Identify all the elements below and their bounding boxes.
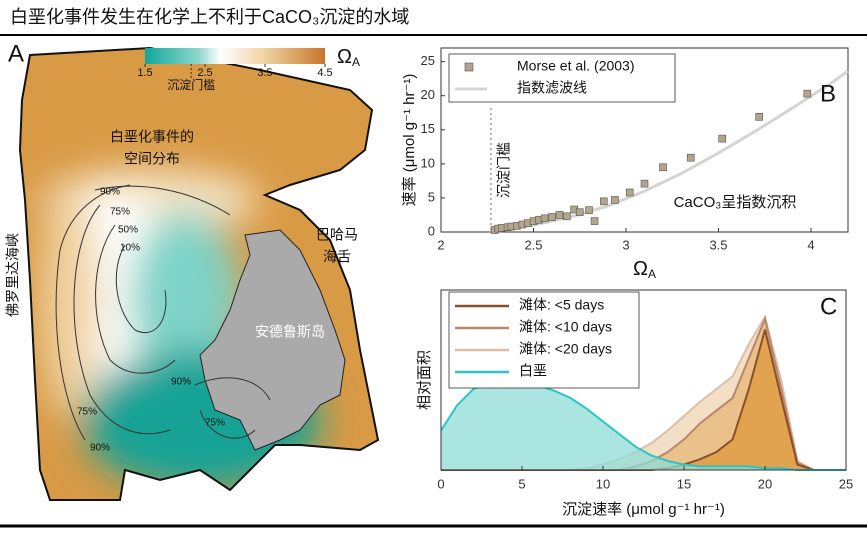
- legend-swatch: [464, 62, 474, 72]
- fit-line: [496, 69, 849, 232]
- legend-box: [448, 53, 676, 103]
- legend-label: 指数滤波线: [517, 80, 587, 96]
- legend-label: Morse et al. (2003): [517, 58, 635, 74]
- y-tick-label: 5: [428, 189, 435, 204]
- whiting-label: 白垩化事件的: [110, 129, 194, 145]
- y-tick-label: 25: [421, 53, 435, 68]
- x-tick-label: 2: [437, 237, 444, 252]
- colorbar: [145, 48, 325, 64]
- annotation: CaCO₃呈指数沉积: [674, 194, 797, 211]
- area-fill: [441, 383, 846, 470]
- x-tick-label: 4: [807, 237, 814, 252]
- island-label: 安德鲁斯岛: [255, 324, 325, 340]
- x-axis-label: 沉淀速率 (μmol g⁻¹ hr⁻¹): [562, 501, 725, 518]
- data-point: [585, 206, 593, 214]
- contour-label: 50%: [118, 225, 138, 236]
- x-tick-label: 3: [622, 237, 629, 252]
- x-axis-label-main: Ω: [633, 258, 648, 280]
- x-tick-label: 2.5: [524, 237, 542, 252]
- x-tick-label: 10: [596, 476, 610, 491]
- contour-label: 10%: [120, 243, 140, 254]
- colorbar-tick-label: 4.5: [317, 67, 332, 79]
- panel-letter: A: [8, 40, 24, 67]
- y-tick-label: 15: [421, 121, 435, 136]
- data-point: [590, 217, 599, 225]
- contour-label: 75%: [77, 407, 97, 418]
- legend-label: 滩体: <10 days: [519, 319, 612, 335]
- tongue-label: 巴哈马: [316, 227, 358, 243]
- contours: [55, 184, 271, 441]
- contour-label: 90%: [100, 187, 120, 198]
- plot-frame: [440, 47, 849, 233]
- panel-letter: B: [820, 80, 836, 107]
- data-point: [599, 197, 608, 206]
- x-tick-label: 15: [677, 476, 691, 491]
- legend-label: 滩体: <20 days: [519, 341, 612, 357]
- figure-title: 白垩化事件发生在化学上不利于CaCO₃沉淀的水域: [10, 7, 409, 27]
- contour-label: 90%: [90, 443, 110, 454]
- x-tick-label: 25: [839, 476, 853, 491]
- andros-island: [199, 229, 346, 451]
- data-point: [803, 89, 812, 98]
- threshold-label: 沉淀门槛: [167, 77, 215, 92]
- map: A ΩA 沉淀门槛 白垩化事件的 空间分布 佛罗里达海峡 巴哈马 海舌 安德鲁斯…: [5, 40, 380, 501]
- data-point: [611, 196, 619, 204]
- colorbar-tick-label: 1.5: [137, 67, 152, 79]
- contour-label: 75%: [205, 418, 225, 429]
- data-point: [718, 134, 727, 143]
- colorbar-tick-label: 2.5: [197, 67, 212, 79]
- colorbar-label: ΩA: [337, 46, 360, 69]
- contour-label: 75%: [110, 207, 130, 218]
- y-axis-label: 相对面积: [416, 350, 433, 410]
- tongue-label: 海舌: [323, 249, 351, 265]
- data-point: [540, 214, 549, 223]
- contour-label: 90%: [171, 377, 191, 388]
- data-point: [659, 163, 667, 172]
- data-point: [562, 212, 571, 221]
- coastline: [18, 46, 380, 501]
- y-axis-label: 速率 (μmol g⁻¹ hr⁻¹): [401, 74, 418, 207]
- data-point: [575, 208, 584, 217]
- x-tick-label: 5: [518, 476, 525, 491]
- x-tick-label: 0: [437, 476, 444, 491]
- y-tick-label: 20: [421, 87, 435, 102]
- y-tick-label: 0: [428, 223, 435, 238]
- data-point: [755, 113, 764, 121]
- x-tick-label: 3.5: [709, 237, 727, 252]
- whiting-label: 空间分布: [124, 151, 180, 167]
- data-point: [640, 179, 649, 188]
- plot-frame: [440, 289, 847, 471]
- strait-label: 佛罗里达海峡: [5, 233, 21, 317]
- data-point: [555, 211, 564, 219]
- threshold-label: 沉淀门槛: [496, 142, 512, 198]
- data-point: [548, 213, 556, 221]
- area-fill: [441, 329, 846, 470]
- x-axis-label: ΩA: [633, 258, 656, 281]
- legend-label: 滩体: <5 days: [519, 297, 604, 313]
- legend-label: 白垩: [519, 363, 547, 379]
- panel-letter: C: [820, 293, 837, 320]
- x-tick-label: 20: [758, 476, 772, 491]
- x-axis-label-sub: A: [648, 267, 656, 281]
- data-point: [686, 153, 695, 162]
- data-point: [625, 188, 634, 197]
- colorbar-tick-label: 3.5: [257, 67, 272, 79]
- y-tick-label: 10: [421, 155, 435, 170]
